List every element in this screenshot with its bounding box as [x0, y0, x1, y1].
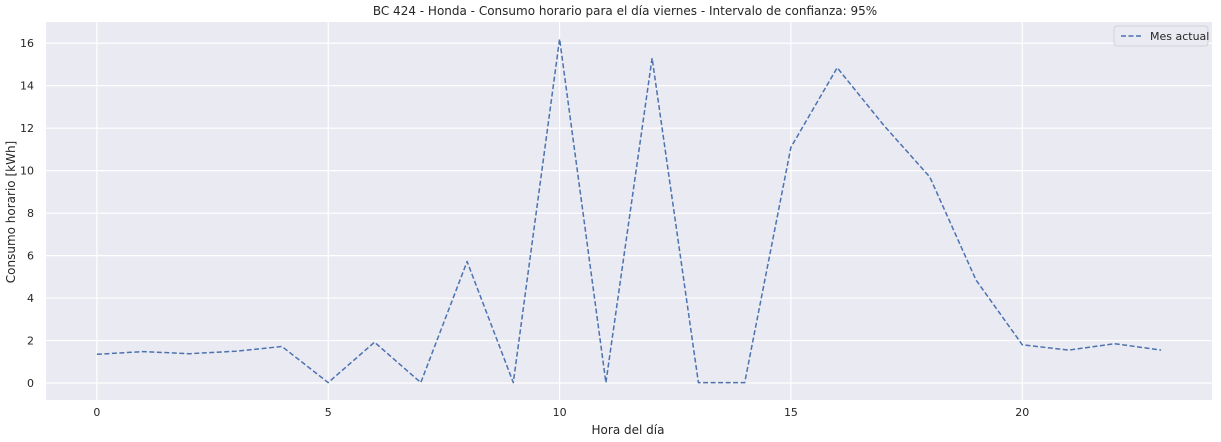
chart-title: BC 424 - Honda - Consumo horario para el…: [373, 4, 877, 18]
legend-label: Mes actual: [1150, 30, 1209, 43]
y-tick-label: 10: [20, 165, 34, 178]
y-tick-label: 14: [20, 80, 34, 93]
tick-labels: 0 5 10 15 20 0 2 4 6 8 10 12 14 16: [20, 37, 1029, 419]
y-tick-label: 12: [20, 122, 34, 135]
legend: Mes actual: [1113, 25, 1209, 47]
legend-box: [1113, 25, 1209, 47]
x-tick-label: 10: [553, 406, 567, 419]
x-tick-label: 20: [1015, 406, 1029, 419]
y-axis-label: Consumo horario [kWh]: [4, 141, 18, 283]
y-tick-label: 6: [27, 250, 34, 263]
y-tick-label: 0: [27, 377, 34, 390]
grid: [46, 22, 1212, 400]
x-axis-label: Hora del día: [592, 423, 665, 437]
y-tick-label: 8: [27, 207, 34, 220]
y-tick-label: 16: [20, 37, 34, 50]
plot-area: [46, 22, 1212, 400]
x-tick-label: 5: [325, 406, 332, 419]
x-tick-label: 15: [784, 406, 798, 419]
y-tick-label: 4: [27, 292, 34, 305]
x-tick-label: 0: [93, 406, 100, 419]
y-tick-label: 2: [27, 335, 34, 348]
